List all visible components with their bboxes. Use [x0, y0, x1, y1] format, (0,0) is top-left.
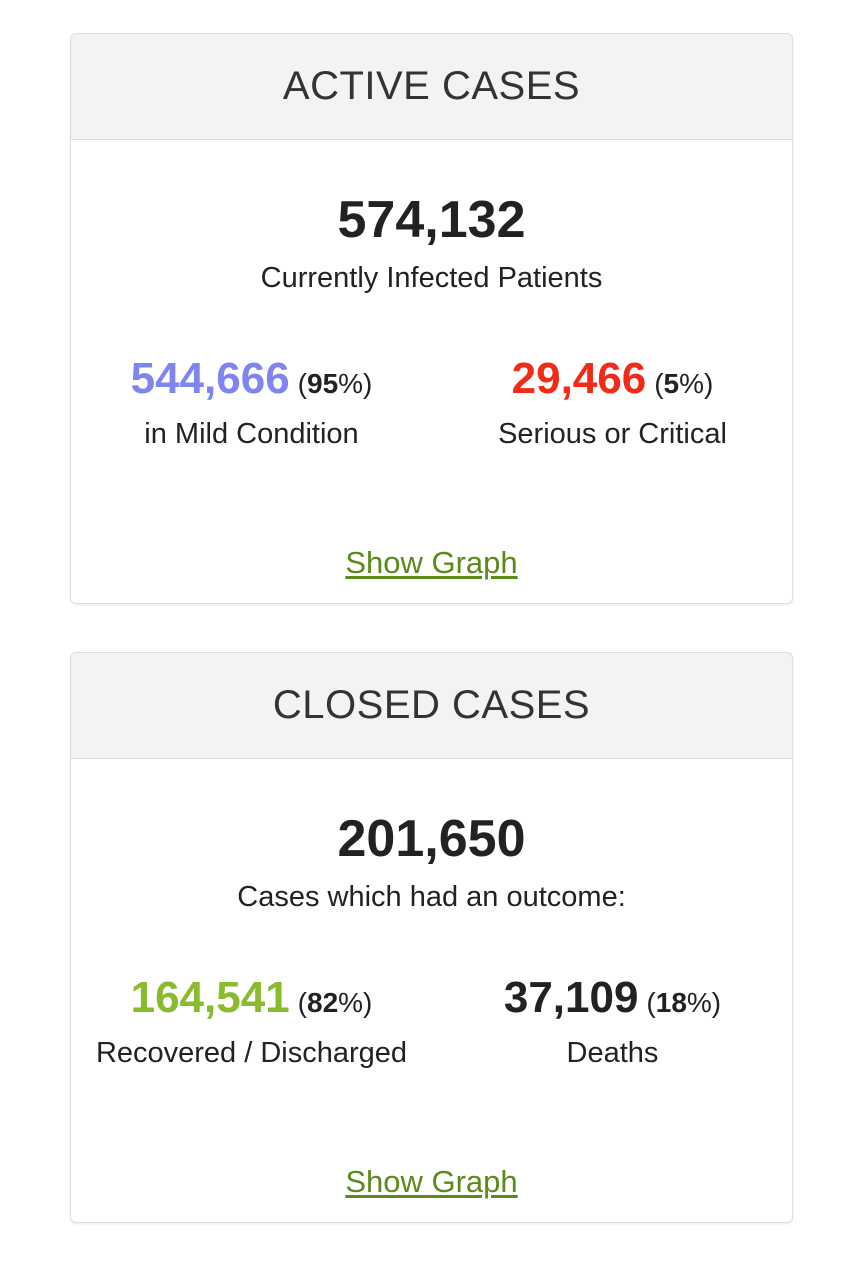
recovered-number: 164,541 — [130, 973, 290, 1022]
closed-cases-total: 201,650 — [337, 810, 526, 868]
serious-critical-number: 29,466 — [511, 354, 647, 403]
recovered-label: Recovered / Discharged — [95, 1037, 408, 1069]
closed-cases-title: CLOSED CASES — [71, 653, 792, 759]
closed-show-graph-link[interactable]: Show Graph — [345, 1164, 518, 1199]
recovered-percent: (82%) — [297, 987, 373, 1018]
mild-condition-percent: (95%) — [297, 368, 373, 399]
deaths-label: Deaths — [566, 1037, 659, 1069]
serious-critical-label: Serious or Critical — [498, 418, 727, 450]
active-cases-body: 574,132 Currently Infected Patients 544,… — [71, 140, 792, 603]
recovered-stat: 164,541 (82%) Recovered / Discharged — [71, 971, 432, 1070]
closed-cases-body: 201,650 Cases which had an outcome: 164,… — [71, 759, 792, 1222]
mild-condition-stat: 544,666 (95%) in Mild Condition — [71, 352, 432, 451]
mild-condition-number: 544,666 — [130, 354, 290, 403]
serious-critical-stat: 29,466 (5%) Serious or Critical — [432, 352, 792, 451]
deaths-percent: (18%) — [646, 987, 722, 1018]
active-cases-panel: ACTIVE CASES 574,132 Currently Infected … — [70, 33, 793, 604]
closed-cases-total-label: Cases which had an outcome: — [237, 881, 626, 913]
closed-cases-panel: CLOSED CASES 201,650 Cases which had an … — [70, 652, 793, 1223]
deaths-number: 37,109 — [503, 973, 639, 1022]
active-cases-total-label: Currently Infected Patients — [260, 262, 603, 294]
deaths-stat: 37,109 (18%) Deaths — [432, 971, 792, 1070]
serious-critical-percent: (5%) — [654, 368, 714, 399]
active-cases-title: ACTIVE CASES — [71, 34, 792, 140]
mild-condition-label: in Mild Condition — [144, 418, 359, 450]
active-show-graph-link[interactable]: Show Graph — [345, 545, 518, 580]
active-cases-total: 574,132 — [337, 191, 526, 249]
